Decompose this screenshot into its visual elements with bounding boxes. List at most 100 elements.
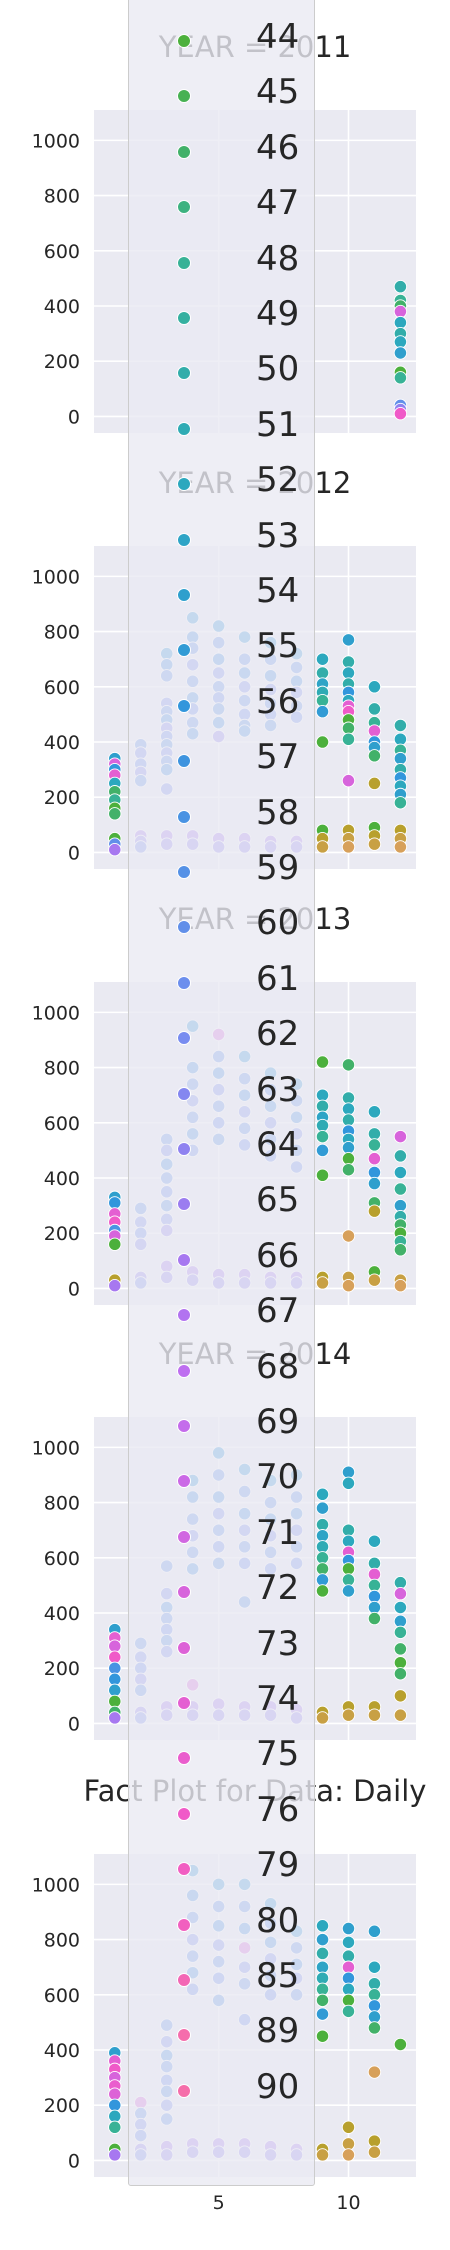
legend-marker — [177, 34, 191, 48]
data-point — [367, 1988, 382, 2002]
y-tick-label: 0 — [68, 2150, 80, 2172]
data-point — [315, 1088, 330, 1102]
legend-marker — [177, 2083, 191, 2098]
data-point — [341, 1960, 356, 1974]
legend-marker — [177, 1917, 191, 1932]
data-point — [108, 807, 122, 821]
data-point — [367, 2145, 382, 2159]
data-point — [393, 346, 408, 360]
legend-marker — [177, 1474, 191, 1489]
data-point — [341, 1465, 356, 1479]
legend-label: 70 — [256, 1457, 300, 1498]
legend-label: 76 — [256, 1789, 300, 1830]
legend-label: 63 — [256, 1069, 300, 1110]
data-point — [315, 1573, 330, 1587]
data-point — [315, 2148, 330, 2162]
data-point — [393, 1149, 408, 1163]
legend-label: 65 — [256, 1180, 300, 1221]
legend-item: 58 — [129, 787, 314, 843]
y-tick-label: 200 — [44, 2095, 80, 2117]
data-point — [108, 843, 122, 857]
y-tick-label: 1000 — [32, 1437, 80, 1459]
data-point — [393, 335, 408, 349]
legend-label: 53 — [256, 515, 300, 556]
legend-item: 66 — [129, 1230, 314, 1286]
legend-label: 60 — [256, 903, 300, 944]
legend-label: 47 — [256, 183, 300, 224]
legend-marker — [177, 255, 191, 270]
legend-label: 45 — [256, 72, 300, 113]
data-point — [367, 1105, 382, 1119]
data-point — [367, 1578, 382, 1593]
data-point — [315, 1982, 330, 1996]
legend-item: 47 — [129, 177, 314, 233]
data-point — [315, 1932, 330, 1947]
data-point — [393, 1625, 408, 1639]
legend-item: 48 — [129, 233, 314, 289]
data-point — [367, 1924, 382, 1938]
legend-item: 46 — [129, 122, 314, 178]
legend-item: 72 — [129, 1562, 314, 1618]
y-tick-label: 0 — [68, 842, 80, 864]
y-tick-label: 600 — [44, 677, 80, 699]
data-point — [108, 1683, 122, 1697]
legend-item: 71 — [129, 1507, 314, 1563]
data-point — [315, 735, 330, 749]
data-point — [393, 304, 408, 319]
data-point — [341, 1562, 356, 1576]
legend-marker — [177, 1973, 191, 1987]
legend-label: 51 — [256, 404, 300, 445]
legend-item: 59 — [129, 842, 314, 898]
data-point — [367, 837, 382, 851]
legend-marker — [177, 311, 191, 325]
data-point — [393, 371, 408, 385]
data-point — [341, 2148, 356, 2162]
data-point — [367, 1708, 382, 1722]
data-point — [367, 1138, 382, 1152]
legend-label: 89 — [256, 2011, 300, 2052]
data-point — [315, 666, 330, 680]
data-point — [341, 840, 356, 854]
data-point — [341, 1921, 356, 1936]
data-point — [393, 718, 408, 733]
y-tick-label: 600 — [44, 1985, 80, 2007]
legend-item: 90 — [129, 2061, 314, 2117]
data-point — [367, 1534, 382, 1548]
legend-marker — [177, 698, 191, 713]
legend-item: 51 — [129, 399, 314, 455]
data-point — [393, 1600, 408, 1615]
legend-item: 55 — [129, 620, 314, 676]
legend-marker — [177, 1585, 191, 1600]
data-point — [341, 2137, 356, 2151]
legend-label: 74 — [256, 1679, 300, 1719]
data-point — [367, 1977, 382, 1991]
y-tick-label: 400 — [44, 296, 80, 318]
data-point — [108, 1237, 122, 1251]
data-point — [315, 1919, 330, 1933]
data-point — [315, 1540, 330, 1554]
data-point — [315, 1143, 330, 1158]
x-tick-label: 5 — [213, 2192, 225, 2214]
legend-label: 54 — [256, 571, 300, 611]
data-point — [108, 1279, 122, 1293]
data-point — [393, 407, 408, 421]
data-point — [108, 1639, 122, 1653]
legend-marker — [177, 1031, 191, 1046]
y-tick-label: 800 — [44, 186, 80, 208]
data-point — [108, 1672, 122, 1686]
data-point — [341, 655, 356, 669]
data-point — [315, 1168, 330, 1182]
data-point — [393, 1689, 408, 1703]
legend-label: 90 — [256, 2066, 300, 2107]
legend-label: 48 — [256, 238, 300, 279]
data-point — [108, 2148, 122, 2162]
data-point — [108, 2120, 122, 2134]
data-point — [108, 2087, 122, 2101]
y-tick-label: 800 — [44, 1493, 80, 1515]
data-point — [315, 1551, 330, 1565]
data-point — [315, 1055, 330, 1069]
data-point — [315, 1993, 330, 2007]
y-tick-label: 1000 — [32, 1002, 80, 1024]
data-point — [341, 1573, 356, 1587]
data-point — [393, 280, 408, 294]
